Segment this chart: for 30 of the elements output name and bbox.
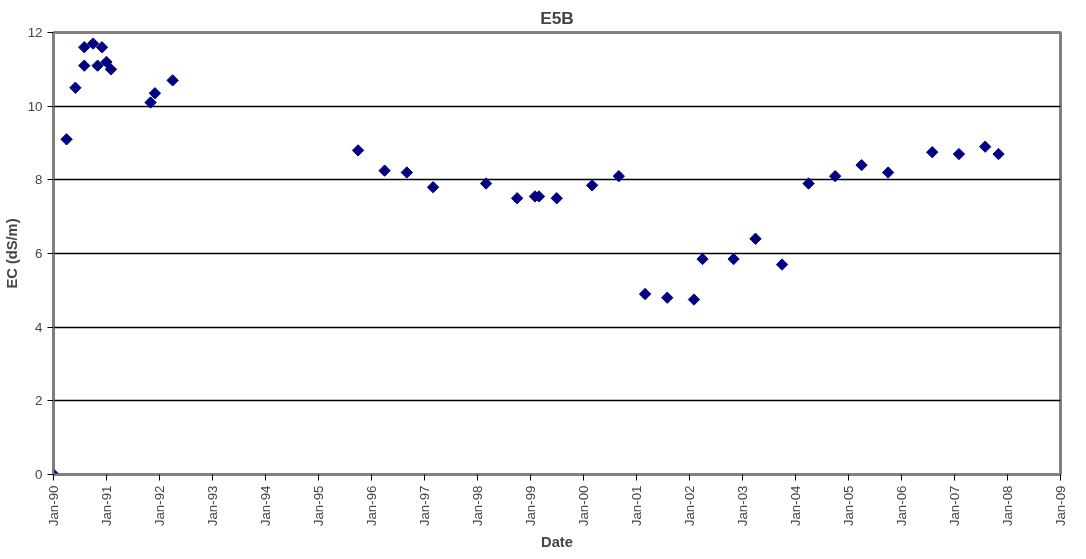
x-tick-label: Jan-90	[46, 485, 61, 527]
x-tick-label: Jan-02	[681, 485, 697, 527]
x-tick-label: Jan-00	[575, 485, 591, 527]
y-axis-title: EC (dS/m)	[3, 218, 20, 289]
x-axis-title: Date	[541, 534, 573, 551]
chart-title: E5B	[540, 7, 574, 28]
x-tick-label: Jan-96	[363, 485, 379, 527]
y-tick-label: 8	[35, 172, 43, 188]
y-tick-label: 6	[35, 246, 43, 261]
y-tick-label: 2	[35, 393, 43, 409]
x-tick-label: Jan-01	[629, 485, 645, 527]
x-tick-label: Jan-99	[522, 485, 538, 527]
y-tick-label: 12	[27, 25, 43, 40]
y-tick-label: 10	[27, 98, 43, 114]
x-tick-label: Jan-08	[999, 485, 1015, 527]
x-tick-label: Jan-92	[151, 485, 167, 527]
x-tick-label: Jan-97	[417, 485, 433, 527]
x-tick-label: Jan-04	[787, 484, 803, 527]
x-tick-label: Jan-95	[310, 485, 326, 527]
x-tick-label: Jan-06	[893, 485, 909, 527]
x-tick-label: Jan-03	[734, 485, 750, 527]
y-tick-label: 4	[35, 319, 44, 335]
y-tick-label: 0	[35, 467, 43, 482]
x-tick-label: Jan-91	[98, 485, 114, 527]
x-tick-label: Jan-05	[841, 485, 857, 527]
x-tick-label: Jan-09	[1053, 485, 1068, 527]
x-tick-label: Jan-94	[257, 484, 273, 527]
x-tick-label: Jan-98	[469, 485, 485, 527]
x-tick-label: Jan-93	[205, 485, 221, 527]
x-tick-label: Jan-07	[946, 485, 962, 527]
